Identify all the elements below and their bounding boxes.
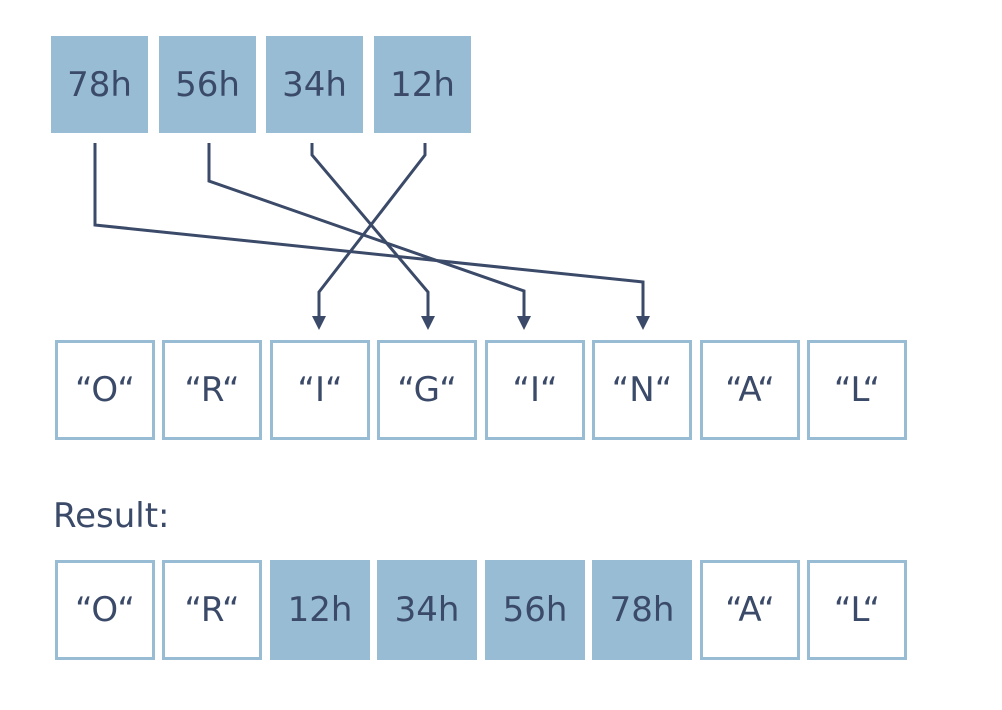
source-byte-cell: 56h [159,36,256,133]
arrow-56h-to-i [207,143,526,318]
string-cell: “R“ [162,340,262,440]
result-cell: 56h [485,560,585,660]
arrow-78h-to-n [93,143,645,318]
string-cell: “L“ [807,340,907,440]
string-cell: “I“ [485,340,585,440]
string-cell: “G“ [377,340,477,440]
arrowhead-icon [636,316,650,330]
arrowhead-icon [312,316,326,330]
result-cell: 34h [377,560,477,660]
result-cell: 78h [592,560,692,660]
result-cell: “O“ [55,560,155,660]
result-cell: 12h [270,560,370,660]
string-cell: “I“ [270,340,370,440]
source-byte-cell: 78h [51,36,148,133]
result-label: Result: [53,496,170,536]
string-cell: “O“ [55,340,155,440]
result-cell: “A“ [700,560,800,660]
arrow-12h-to-i [317,143,427,318]
string-cell: “N“ [592,340,692,440]
arrow-34h-to-g [310,143,430,318]
result-cell: “R“ [162,560,262,660]
source-byte-cell: 34h [266,36,363,133]
string-cell: “A“ [700,340,800,440]
arrowhead-icon [517,316,531,330]
arrowhead-icon [421,316,435,330]
result-cell: “L“ [807,560,907,660]
source-byte-cell: 12h [374,36,471,133]
